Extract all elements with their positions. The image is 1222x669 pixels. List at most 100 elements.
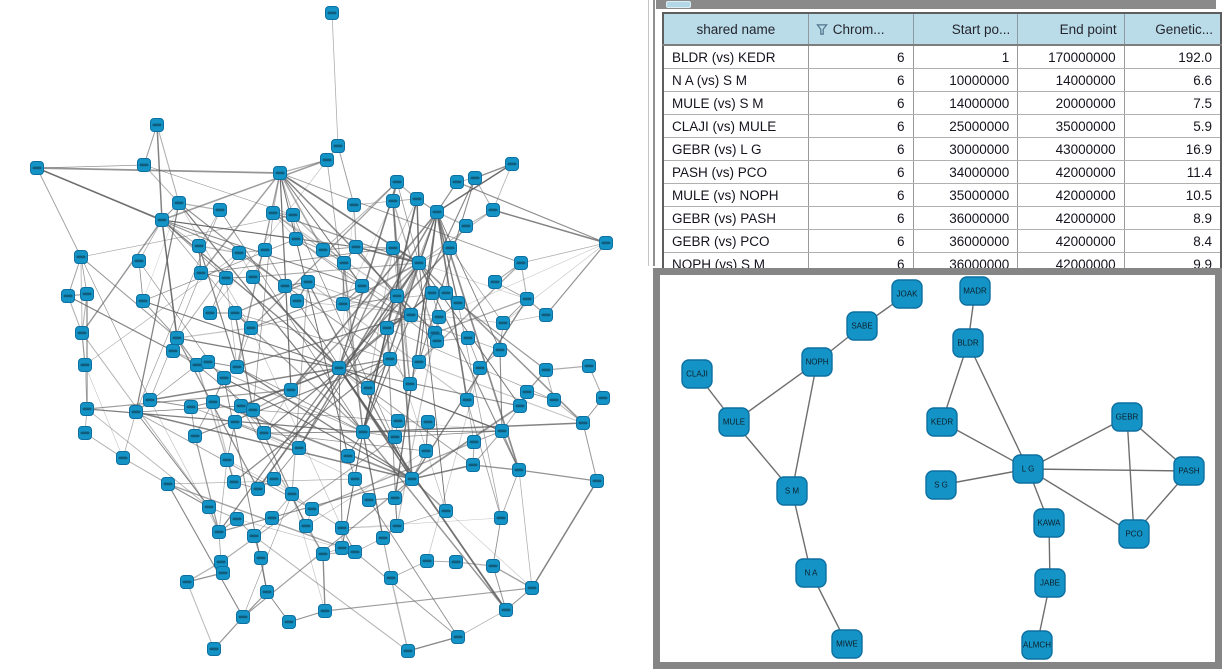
network-node[interactable] [236, 610, 250, 624]
table-cell-shared_name[interactable]: GEBR (vs) PASH [663, 206, 809, 230]
network-edge[interactable] [84, 364, 124, 459]
network-node[interactable] [172, 196, 186, 210]
network-node-N A[interactable]: N A [795, 558, 827, 588]
network-node[interactable] [228, 415, 242, 429]
column-header-start_position[interactable]: Start po... [913, 13, 1019, 46]
network-node[interactable] [380, 321, 394, 335]
network-node[interactable] [430, 334, 444, 348]
table-top-scrollbar[interactable] [656, 0, 1216, 9]
network-node-L G[interactable]: L G [1012, 454, 1044, 484]
network-node[interactable] [496, 316, 510, 330]
network-edge[interactable] [397, 420, 503, 432]
network-edge-NOPH-S M[interactable] [791, 361, 818, 492]
network-node[interactable] [451, 296, 465, 310]
table-cell-start_position[interactable]: 35000000 [913, 183, 1019, 207]
table-cell-end_point[interactable]: 42000000 [1017, 183, 1125, 207]
network-edge[interactable] [342, 200, 394, 305]
network-node[interactable] [439, 286, 453, 300]
network-edge-L G-PASH[interactable] [1027, 468, 1190, 472]
network-edge[interactable] [305, 450, 427, 527]
network-edge[interactable] [386, 316, 440, 329]
network-edge[interactable] [236, 366, 364, 433]
table-cell-end_point[interactable]: 20000000 [1017, 91, 1125, 115]
network-edge[interactable] [355, 246, 420, 264]
network-node[interactable] [246, 270, 260, 284]
network-edge[interactable] [434, 298, 528, 334]
network-node[interactable] [493, 343, 507, 357]
network-edge[interactable] [396, 181, 420, 264]
network-node[interactable] [289, 232, 303, 246]
network-edge-L G-PCO[interactable] [1027, 468, 1135, 535]
network-node[interactable] [190, 358, 204, 372]
network-edge[interactable] [457, 609, 507, 638]
network-edge[interactable] [307, 281, 413, 480]
network-node[interactable] [582, 359, 596, 373]
network-edge[interactable] [81, 219, 163, 334]
table-cell-start_position[interactable]: 10000000 [913, 68, 1019, 92]
network-node[interactable] [234, 399, 248, 413]
network-node[interactable] [486, 559, 500, 573]
network-node[interactable] [450, 175, 464, 189]
table-cell-chromosome[interactable]: 6 [808, 183, 914, 207]
network-edge[interactable] [456, 181, 607, 244]
network-node[interactable] [512, 463, 526, 477]
network-node[interactable] [80, 287, 94, 301]
table-cell-start_position[interactable]: 36000000 [913, 206, 1019, 230]
network-edge-L G-GEBR[interactable] [1027, 416, 1128, 470]
network-node[interactable] [505, 157, 519, 171]
table-cell-genetic[interactable]: 8.9 [1124, 206, 1221, 230]
table-row[interactable]: N A (vs) S M 6 10000000 14000000 6.6 [663, 68, 1221, 92]
network-node[interactable] [590, 474, 604, 488]
network-edge[interactable] [307, 281, 468, 401]
network-node[interactable] [383, 352, 397, 366]
network-node[interactable] [388, 430, 402, 444]
network-edge[interactable] [218, 459, 228, 533]
column-header-chromosome[interactable]: Chrom... [808, 13, 914, 46]
network-edge[interactable] [338, 247, 394, 369]
network-edge[interactable] [291, 281, 309, 495]
network-node[interactable] [305, 502, 319, 516]
network-node[interactable] [206, 395, 220, 409]
network-node-BLDR[interactable]: BLDR [952, 328, 984, 358]
network-node[interactable] [488, 275, 502, 289]
network-view-main[interactable] [0, 0, 655, 669]
network-node[interactable] [405, 472, 419, 486]
table-cell-end_point[interactable]: 35000000 [1017, 114, 1125, 138]
network-node[interactable] [494, 511, 508, 525]
network-node[interactable] [230, 512, 244, 526]
network-node[interactable] [525, 581, 539, 595]
network-node[interactable] [219, 271, 233, 285]
network-node[interactable] [404, 308, 418, 322]
network-node[interactable] [247, 529, 261, 543]
network-edge[interactable] [142, 202, 180, 302]
network-edge[interactable] [291, 493, 326, 612]
table-cell-chromosome[interactable]: 6 [808, 45, 914, 69]
table-cell-start_position[interactable]: 36000000 [913, 229, 1019, 253]
network-edge[interactable] [545, 365, 590, 371]
table-cell-shared_name[interactable]: GEBR (vs) PCO [663, 229, 809, 253]
network-node-CLAJI[interactable]: CLAJI [681, 359, 713, 389]
network-edge[interactable] [367, 247, 394, 389]
network-edge[interactable] [502, 314, 547, 324]
network-node[interactable] [432, 310, 446, 324]
network-edge[interactable] [436, 163, 513, 213]
network-edge[interactable] [342, 262, 420, 305]
table-cell-start_position[interactable]: 34000000 [913, 160, 1019, 184]
network-edge[interactable] [436, 211, 459, 304]
network-node[interactable] [220, 453, 234, 467]
network-node[interactable] [499, 603, 513, 617]
network-edge[interactable] [500, 469, 520, 519]
network-edge[interactable] [212, 401, 413, 480]
network-node[interactable] [547, 393, 561, 407]
network-node[interactable] [155, 213, 169, 227]
network-node[interactable] [412, 256, 426, 270]
network-node[interactable] [75, 326, 89, 340]
network-edge[interactable] [135, 411, 210, 508]
table-cell-end_point[interactable]: 42000000 [1017, 160, 1125, 184]
network-node[interactable] [227, 475, 241, 489]
network-edge[interactable] [362, 314, 412, 433]
network-edge[interactable] [67, 295, 174, 352]
network-node[interactable] [451, 630, 465, 644]
table-row[interactable]: PASH (vs) PCO 6 34000000 42000000 11.4 [663, 160, 1221, 184]
network-edge[interactable] [362, 327, 388, 433]
